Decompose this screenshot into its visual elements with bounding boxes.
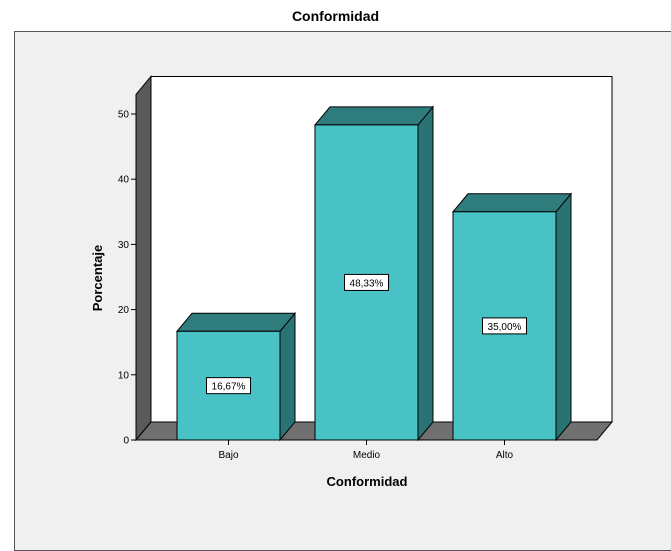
bar-chart: 0 10 20 30 40 50 16,67% 48,33% 35,00% Bajo Medio… <box>90 75 614 489</box>
bar: 35,00% <box>451 192 573 442</box>
bar: 16,67% <box>175 311 297 442</box>
bar-side <box>417 105 434 442</box>
data-label-box <box>482 317 527 335</box>
data-label-box <box>206 377 251 395</box>
bar-side <box>555 192 572 442</box>
y-tick-label: 20 <box>118 305 130 316</box>
chart-title: Conformidad <box>291 8 380 24</box>
bars: 16,67% 48,33% 35,00% <box>175 105 573 442</box>
data-label: 48,33% <box>350 278 384 289</box>
y-tick-label: 40 <box>118 175 130 186</box>
y-axis: 0 10 20 30 40 50 <box>118 110 136 447</box>
y-tick-label: 10 <box>118 370 130 381</box>
bar-top <box>175 312 297 332</box>
x-axis: Bajo Medio Alto <box>218 440 514 461</box>
bar: 48,33% <box>313 105 435 442</box>
bar-top <box>313 106 435 126</box>
bar-top <box>451 193 573 213</box>
data-label: 35,00% <box>488 322 522 333</box>
y-axis-title: Porcentaje <box>90 245 105 311</box>
x-tick-label: Bajo <box>218 450 238 461</box>
x-tick-label: Medio <box>353 450 381 461</box>
y-tick-label: 0 <box>123 436 129 447</box>
x-tick-label: Alto <box>496 450 514 461</box>
x-axis-title: Conformidad <box>327 474 408 489</box>
data-label-box <box>344 273 389 291</box>
y-tick-label: 50 <box>118 110 130 121</box>
y-tick-label: 30 <box>118 240 130 251</box>
left-wall <box>135 75 152 442</box>
data-label: 16,67% <box>212 382 246 393</box>
bar-side <box>279 311 296 442</box>
